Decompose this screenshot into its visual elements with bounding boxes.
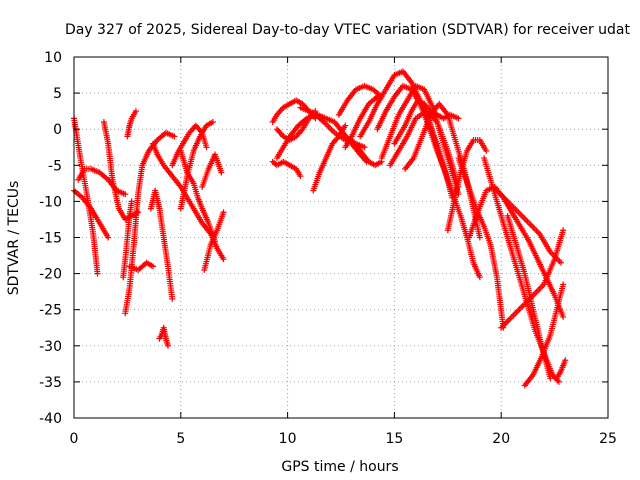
data-point	[361, 144, 368, 151]
y-tick-label: 0	[53, 122, 62, 138]
data-points	[71, 68, 569, 389]
series-track-17	[269, 158, 304, 180]
data-point	[483, 147, 490, 154]
y-tick-label: -40	[39, 411, 62, 427]
data-point	[558, 259, 565, 266]
y-tick-label: -15	[39, 231, 62, 247]
series-track-14	[177, 118, 216, 212]
data-point	[476, 234, 483, 241]
series-track-33	[444, 137, 490, 234]
chart-title: Day 327 of 2025, Sidereal Day-to-day VTE…	[65, 22, 631, 38]
data-point	[560, 227, 567, 234]
y-tick-label: -30	[39, 339, 62, 355]
series-track-22	[310, 122, 349, 194]
x-axis-label: GPS time / hours	[281, 459, 398, 475]
y-tick-label: -5	[48, 158, 62, 174]
data-point	[128, 198, 135, 205]
data-point	[169, 295, 176, 302]
data-point	[209, 118, 216, 125]
data-point	[105, 234, 112, 241]
y-axis-label: SDTVAR / TECUs	[6, 181, 22, 296]
series-track-41	[553, 357, 569, 382]
series-track-24	[342, 93, 381, 151]
series-track-02	[71, 187, 112, 241]
series-track-34	[455, 155, 507, 331]
y-tick-label: 10	[44, 50, 62, 66]
series-track-40	[521, 281, 567, 389]
data-point	[455, 115, 462, 122]
y-tick-label: -25	[39, 303, 62, 319]
data-point	[164, 342, 171, 349]
series-track-38	[498, 227, 567, 331]
data-point	[220, 209, 227, 216]
series-track-32	[419, 100, 483, 281]
data-point	[476, 274, 483, 281]
data-point	[203, 144, 210, 151]
series-track-10	[156, 324, 171, 349]
data-point	[171, 133, 178, 140]
series-track-25	[348, 137, 385, 169]
y-tick-label: -35	[39, 375, 62, 391]
data-point	[132, 108, 139, 115]
data-point	[150, 263, 157, 270]
y-tick-label: -20	[39, 267, 62, 283]
data-point	[218, 169, 225, 176]
series-track-20	[273, 108, 319, 144]
data-point	[94, 270, 101, 277]
series-track-01	[71, 115, 101, 277]
series-track-15	[199, 151, 225, 190]
data-point	[560, 281, 567, 288]
series-track-08	[147, 187, 176, 302]
series-track-39	[504, 212, 554, 382]
series-track-16	[201, 209, 227, 273]
data-point	[562, 357, 569, 364]
data-point	[122, 191, 129, 198]
series-track-13	[169, 122, 210, 169]
x-tick-label: 0	[70, 431, 79, 447]
axis-ticks: 0 5 10 15 20 25 -40 -35 -30 -25 -20 -15 -10 -5 0 5 10	[39, 50, 617, 447]
data-point	[555, 378, 562, 385]
x-tick-label: 5	[176, 431, 185, 447]
x-tick-label: 10	[279, 431, 297, 447]
data-point	[560, 313, 567, 320]
series-track-11	[126, 259, 157, 273]
grid-lines	[74, 57, 608, 418]
series-track-03	[75, 165, 129, 198]
series-track-07	[124, 108, 139, 140]
data-point	[297, 173, 304, 180]
series-track-05	[120, 198, 135, 281]
y-tick-label: -10	[39, 194, 62, 210]
x-tick-label: 15	[385, 431, 403, 447]
data-point	[547, 375, 554, 382]
data-point	[342, 122, 349, 129]
x-tick-label: 20	[492, 431, 510, 447]
x-tick-label: 25	[599, 431, 617, 447]
y-tick-label: 5	[53, 86, 62, 102]
series-track-06	[122, 129, 178, 317]
data-point	[220, 256, 227, 263]
